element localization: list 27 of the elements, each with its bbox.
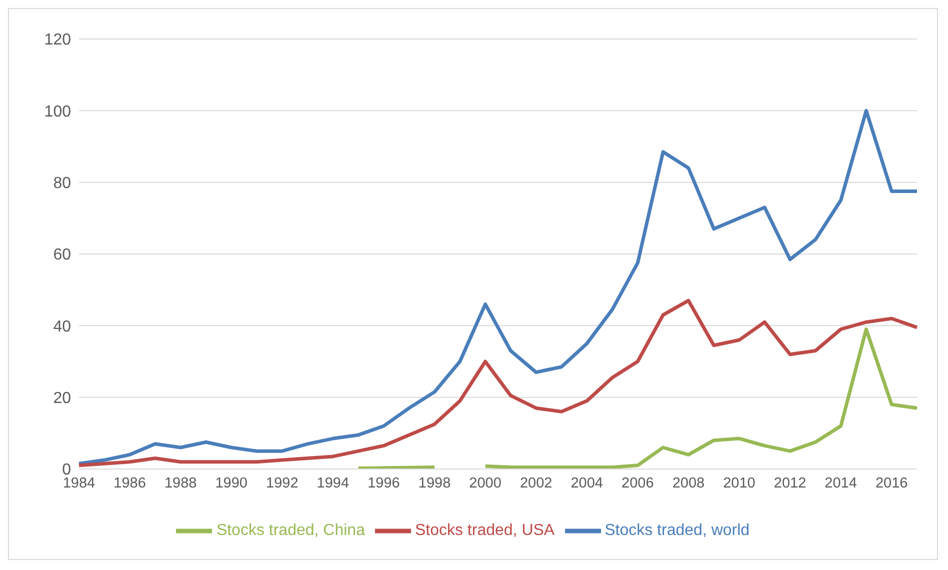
line-series <box>77 108 919 466</box>
x-tick-label: 2002 <box>520 475 552 492</box>
x-tick-label: 2008 <box>672 475 705 492</box>
x-tick-label: 2016 <box>875 475 908 492</box>
line-series <box>77 298 919 468</box>
x-tick-label: 2014 <box>824 475 857 492</box>
x-tick-label: 2004 <box>570 475 604 492</box>
x-tick-label: 2010 <box>723 475 756 492</box>
y-tick-label: 60 <box>53 246 72 264</box>
x-tick-label: 2012 <box>774 475 806 492</box>
x-tick-label: 1990 <box>215 475 248 492</box>
x-tick-label: 2006 <box>622 475 654 492</box>
x-tick-label: 2000 <box>469 475 502 492</box>
y-tick-label: 20 <box>53 390 72 408</box>
x-tick-label: 1996 <box>368 475 400 492</box>
y-tick-label: 120 <box>44 32 72 49</box>
x-tick-label: 1986 <box>114 475 146 492</box>
x-tick-label: 1998 <box>418 475 451 492</box>
y-tick-label: 40 <box>53 318 72 336</box>
legend-label: Stocks traded, China <box>216 522 365 540</box>
x-tick-label: 1992 <box>266 475 298 492</box>
x-tick-label: 1988 <box>164 475 197 492</box>
y-tick-label: 80 <box>53 175 72 192</box>
y-tick-label: 100 <box>44 103 72 120</box>
x-tick-label: 1994 <box>316 475 350 492</box>
legend-label: Stocks traded, USA <box>414 522 555 540</box>
legend-label: Stocks traded, world <box>604 522 750 540</box>
